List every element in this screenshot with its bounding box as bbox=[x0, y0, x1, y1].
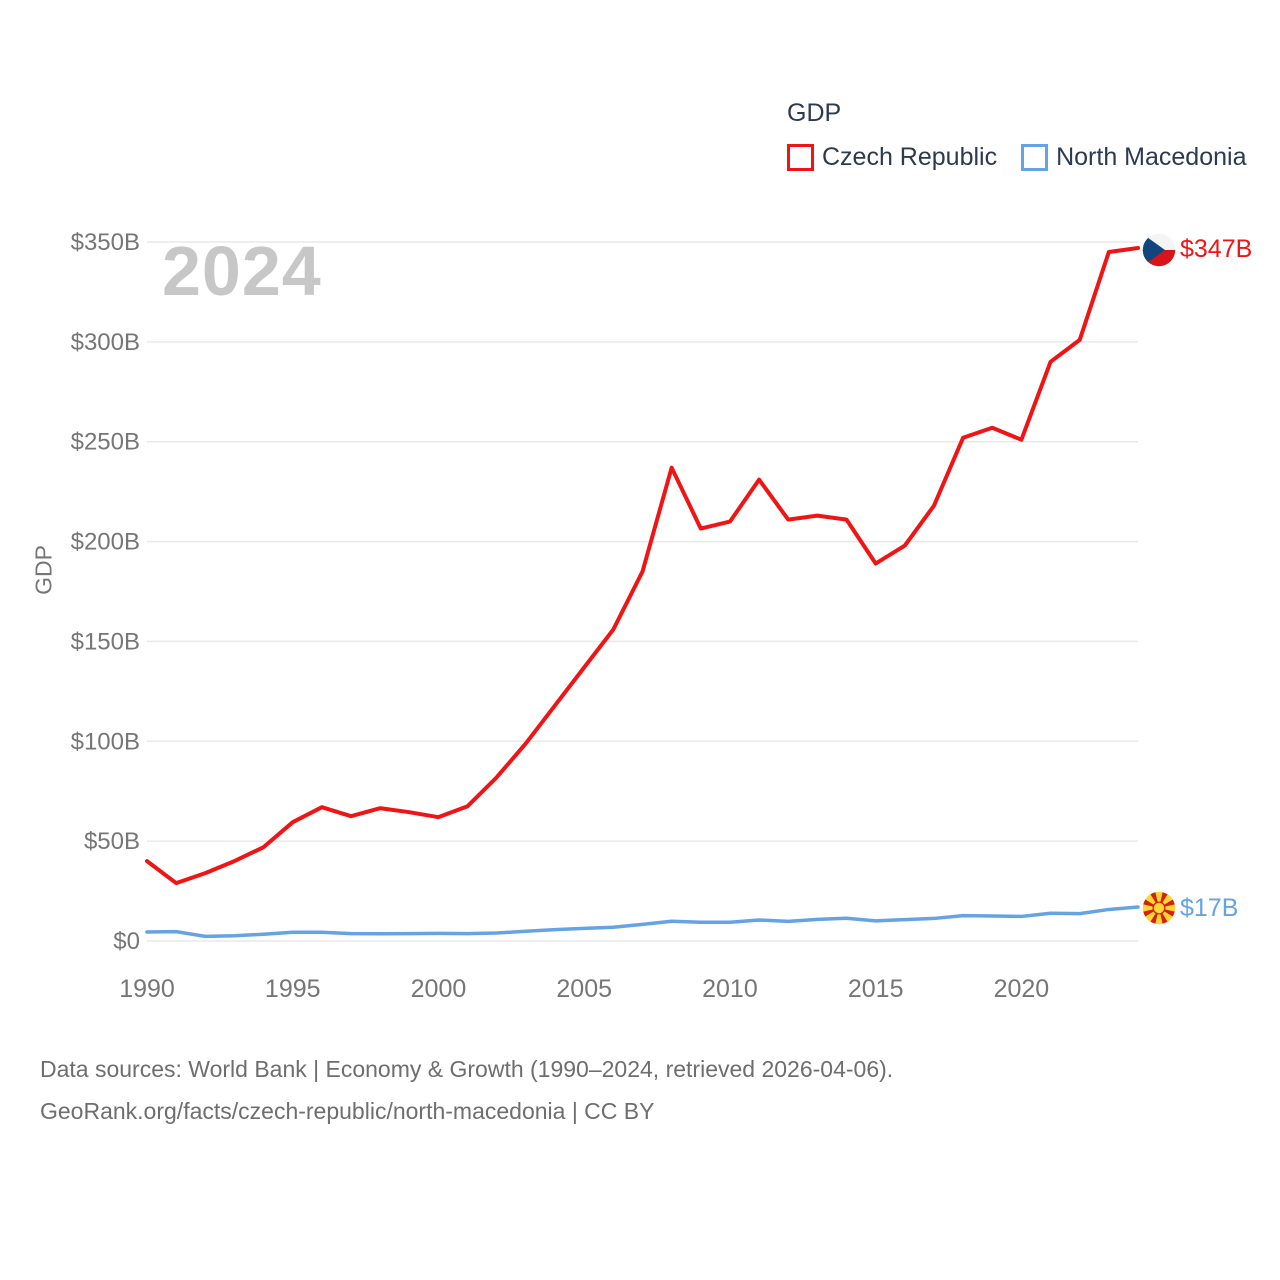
y-tick-label: $200B bbox=[71, 529, 140, 556]
x-tick-label: 2000 bbox=[411, 975, 467, 1003]
attribution-text: GeoRank.org/facts/czech-republic/north-m… bbox=[40, 1098, 655, 1124]
chart-header: GDP Czech Republic North Macedonia bbox=[787, 99, 1246, 172]
legend-label-czech-republic: Czech Republic bbox=[822, 143, 998, 171]
y-tick-label: $0 bbox=[113, 928, 140, 955]
czech-republic-flag-icon bbox=[1142, 233, 1176, 267]
y-axis-title: GDP bbox=[30, 545, 57, 595]
x-tick-label: 2005 bbox=[556, 975, 612, 1003]
y-tick-label: $100B bbox=[71, 728, 140, 755]
flag-sun-ray bbox=[1154, 914, 1164, 925]
x-tick-label: 1990 bbox=[119, 975, 175, 1003]
flag-sun-ray bbox=[1154, 891, 1164, 902]
north-macedonia-flag-icon bbox=[1142, 891, 1176, 925]
x-tick-label: 2020 bbox=[994, 975, 1050, 1003]
y-tick-label: $50B bbox=[84, 828, 140, 855]
series-line-north-macedonia bbox=[145, 905, 1140, 939]
data-sources-note: Data sources: World Bank | Economy & Gro… bbox=[40, 1056, 894, 1082]
series-end-value-czech-republic: $347B bbox=[1180, 235, 1253, 263]
chart-title: GDP bbox=[787, 99, 842, 127]
flag-sun-ray bbox=[1165, 903, 1176, 913]
x-tick-label: 1995 bbox=[265, 975, 321, 1003]
footer: Data sources: World Bank | Economy & Gro… bbox=[40, 1048, 893, 1132]
legend: Czech Republic North Macedonia bbox=[787, 143, 1246, 172]
y-tick-label: $250B bbox=[71, 429, 140, 456]
y-tick-label: $300B bbox=[71, 329, 140, 356]
watermark-year: 2024 bbox=[162, 232, 322, 310]
legend-swatch-czech-republic-icon bbox=[787, 144, 814, 171]
legend-item-north-macedonia: North Macedonia bbox=[1021, 143, 1246, 172]
x-tick-label: 2015 bbox=[848, 975, 904, 1003]
legend-item-czech-republic: Czech Republic bbox=[787, 143, 997, 172]
legend-swatch-north-macedonia-icon bbox=[1021, 144, 1049, 171]
legend-label-north-macedonia: North Macedonia bbox=[1056, 143, 1247, 171]
flag-sun-ray bbox=[1142, 903, 1153, 913]
series-line-czech-republic bbox=[145, 245, 1140, 886]
y-tick-label: $150B bbox=[71, 628, 140, 655]
x-tick-label: 2010 bbox=[702, 975, 758, 1003]
series-end-value-north-macedonia: $17B bbox=[1180, 894, 1239, 922]
y-tick-label: $350B bbox=[71, 229, 140, 256]
